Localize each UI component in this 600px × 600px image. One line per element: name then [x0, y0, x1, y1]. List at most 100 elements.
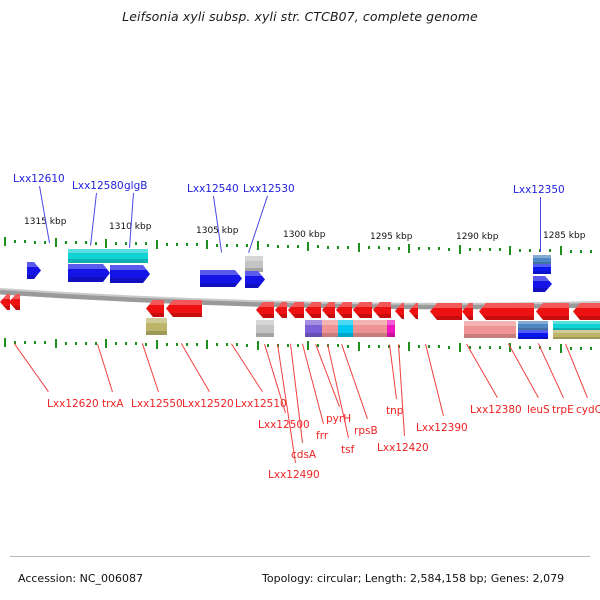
gene-label-Lxx12540[interactable]: Lxx12540	[187, 183, 239, 195]
reverse-feature-18[interactable]	[536, 303, 569, 320]
forward-feature-shadow-4	[245, 267, 263, 272]
gene-label-Lxx12610[interactable]: Lxx12610	[13, 173, 65, 185]
ruler-tick-lower	[34, 341, 37, 345]
gene-label-Lxx12420[interactable]: Lxx12420	[377, 442, 429, 454]
reverse-feature-31[interactable]	[553, 330, 600, 339]
ruler-tick-upper	[448, 247, 451, 251]
reverse-feature-29[interactable]	[518, 330, 548, 339]
reverse-feature-28[interactable]	[518, 321, 548, 330]
ruler-tick-upper	[115, 241, 118, 245]
reverse-feature-19[interactable]	[573, 303, 600, 320]
ruler-tick-lower	[266, 343, 269, 347]
reverse-feature-7[interactable]	[288, 302, 304, 318]
gene-label-frr[interactable]: frr	[316, 430, 329, 442]
reverse-feature-highlight-8	[305, 302, 321, 307]
ruler-tick-lower	[105, 339, 107, 349]
reverse-feature-30[interactable]	[553, 321, 600, 330]
forward-feature-4[interactable]	[245, 256, 263, 272]
reverse-feature-27[interactable]	[464, 321, 516, 338]
reverse-feature-16[interactable]	[462, 303, 473, 320]
gene-label-Lxx12350[interactable]: Lxx12350	[513, 184, 565, 196]
gene-label-glgB[interactable]: glgB	[124, 180, 148, 192]
forward-feature-shadow-7	[533, 261, 551, 264]
reverse-feature-10[interactable]	[336, 302, 352, 318]
reverse-feature-5[interactable]	[256, 302, 274, 318]
ruler-tick-lower	[478, 345, 481, 349]
gene-label-Lxx12580[interactable]: Lxx12580	[72, 180, 124, 192]
ruler-tick-upper	[367, 246, 370, 250]
genome-stats-text: Topology: circular; Length: 2,584,158 bp…	[262, 572, 565, 585]
ruler-tick-lower	[498, 346, 501, 349]
ruler-tick-upper	[509, 245, 511, 255]
ruler-tick-upper	[195, 243, 198, 247]
reverse-feature-25[interactable]	[372, 320, 390, 337]
ruler-tick-lower	[135, 342, 138, 346]
reverse-feature-highlight-12	[373, 302, 391, 307]
scale-label-5: 1290 kbp	[456, 232, 499, 242]
gene-label-Lxx12490[interactable]: Lxx12490	[268, 469, 320, 481]
ruler-tick-upper	[559, 246, 562, 256]
gene-label-Lxx12620[interactable]: Lxx12620	[47, 398, 99, 410]
reverse-feature-21[interactable]	[305, 320, 322, 337]
reverse-feature-17[interactable]	[479, 303, 534, 320]
gene-label-Lxx12530[interactable]: Lxx12530	[243, 183, 295, 195]
reverse-feature-highlight-19	[573, 303, 600, 309]
gene-label-Lxx12520[interactable]: Lxx12520	[182, 398, 234, 410]
reverse-feature-4[interactable]	[146, 318, 167, 335]
gene-label-cydC[interactable]: cydC	[576, 404, 600, 416]
reverse-feature-shadow-12	[373, 313, 391, 318]
forward-feature-highlight-3	[110, 265, 150, 270]
gene-label-leuS[interactable]: leuS	[527, 404, 550, 416]
gene-label-tnp[interactable]: tnp	[386, 405, 404, 417]
reverse-feature-highlight-26	[387, 320, 395, 326]
forward-feature-8[interactable]	[533, 264, 551, 274]
ruler-tick-upper	[296, 244, 299, 248]
ruler-tick-upper	[519, 248, 522, 252]
reverse-feature-20[interactable]	[256, 320, 274, 337]
gene-label-rpsB[interactable]: rpsB	[354, 425, 378, 437]
forward-feature-1[interactable]	[68, 249, 148, 263]
gene-label-cdsA[interactable]: cdsA	[291, 449, 317, 461]
reverse-feature-3[interactable]	[166, 300, 202, 317]
forward-feature-9[interactable]	[533, 276, 552, 292]
ruler-tick-upper	[317, 245, 320, 249]
reverse-feature-shadow-24	[353, 332, 372, 337]
forward-feature-6[interactable]	[245, 271, 265, 288]
reverse-feature-23[interactable]	[338, 320, 353, 337]
forward-feature-5[interactable]	[200, 270, 242, 287]
forward-feature-7[interactable]	[533, 255, 551, 264]
ruler-tick-upper	[226, 243, 229, 247]
reverse-feature-8[interactable]	[305, 302, 321, 318]
reverse-feature-12[interactable]	[373, 302, 391, 318]
forward-feature-3[interactable]	[110, 265, 150, 283]
ruler-tick-lower	[579, 346, 582, 350]
reverse-feature-highlight-6	[275, 302, 287, 307]
reverse-feature-2[interactable]	[146, 300, 164, 317]
forward-feature-shadow-8	[533, 271, 551, 274]
forward-feature-2[interactable]	[68, 264, 110, 282]
gene-label-Lxx12550[interactable]: Lxx12550	[131, 398, 183, 410]
reverse-feature-22[interactable]	[322, 320, 338, 337]
gene-label-Lxx12380[interactable]: Lxx12380	[470, 404, 522, 416]
ruler-tick-lower	[145, 342, 148, 346]
gene-label-Lxx12510[interactable]: Lxx12510	[235, 398, 287, 410]
reverse-feature-1[interactable]	[9, 294, 20, 310]
reverse-feature-shadow-9	[322, 313, 335, 318]
gene-label-Lxx12390[interactable]: Lxx12390	[416, 422, 468, 434]
reverse-feature-shadow-21	[305, 332, 322, 337]
forward-feature-0[interactable]	[27, 262, 41, 279]
ruler-tick-lower	[125, 342, 128, 346]
ruler-tick-lower	[185, 342, 188, 346]
gene-label-Lxx12500[interactable]: Lxx12500	[258, 419, 310, 431]
gene-label-trpE[interactable]: trpE	[552, 404, 574, 416]
gene-label-tsf[interactable]: tsf	[341, 444, 355, 456]
reverse-feature-highlight-10	[336, 302, 352, 307]
reverse-feature-26[interactable]	[387, 320, 395, 337]
reverse-feature-11[interactable]	[353, 302, 372, 318]
reverse-feature-24[interactable]	[353, 320, 372, 337]
ruler-tick-upper	[589, 249, 592, 253]
reverse-feature-15[interactable]	[430, 303, 462, 320]
gene-label-trxA[interactable]: trxA	[102, 398, 124, 410]
gene-label-pyrH[interactable]: pyrH	[326, 413, 352, 425]
forward-feature-shadow-5	[200, 283, 242, 287]
